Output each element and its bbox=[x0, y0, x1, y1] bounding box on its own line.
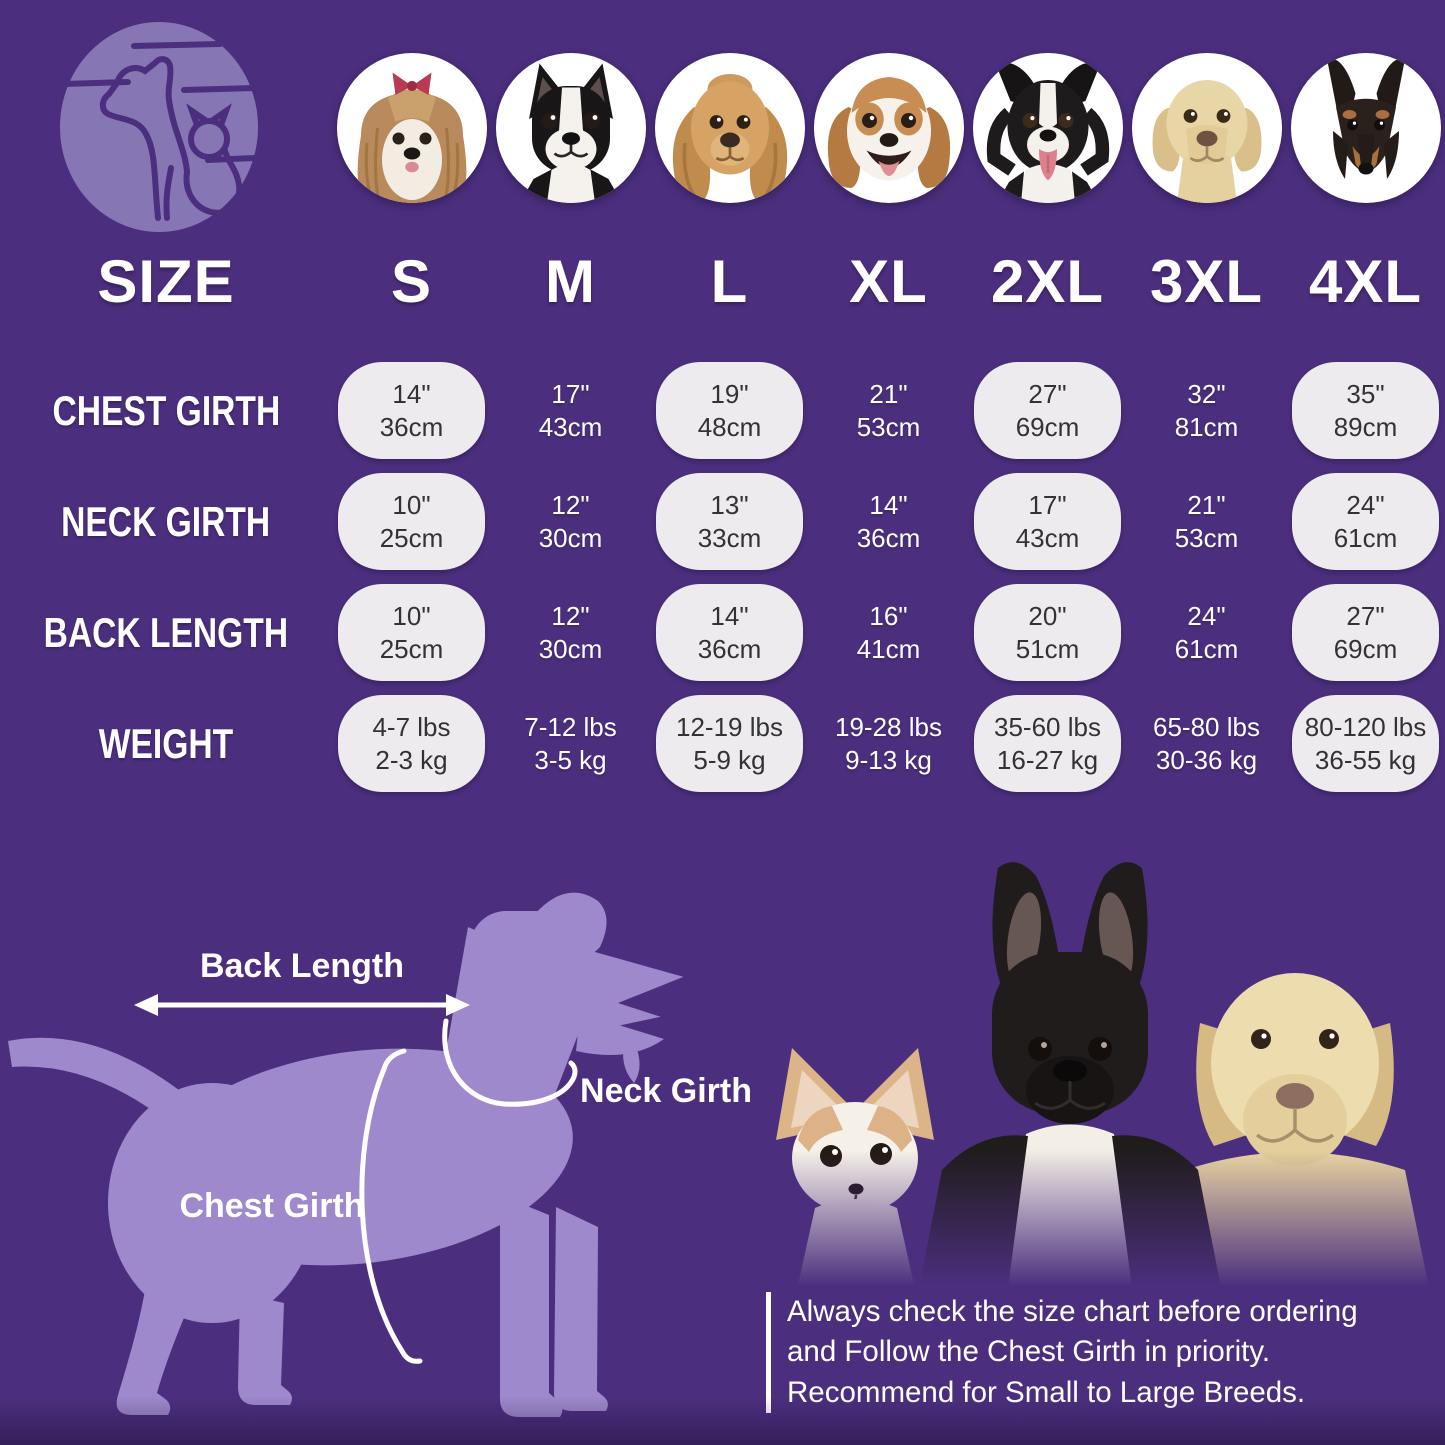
size-cell: 21" 53cm bbox=[856, 379, 921, 442]
back-length-measure: Back Length bbox=[134, 947, 470, 1016]
size-cell: 20" 51cm bbox=[974, 584, 1121, 681]
table-row-neck-girth: NECK GIRTH 10" 25cm 12" 30cm 13" 33cm 14" 36… bbox=[0, 473, 1445, 570]
size-2xl: 2XL bbox=[990, 247, 1105, 315]
note-line: Always check the size chart before order… bbox=[787, 1295, 1358, 1328]
breed-photo-doberman bbox=[1290, 53, 1441, 203]
size-cell: 14" 36cm bbox=[656, 584, 803, 681]
breed-photo-boston-terrier bbox=[495, 53, 646, 203]
size-cell: 10" 25cm bbox=[338, 584, 485, 681]
size-cell: 12-19 lbs 5-9 kg bbox=[656, 695, 803, 792]
size-cell: 16" 41cm bbox=[856, 601, 921, 664]
size-cell: 80-120 lbs 36-55 kg bbox=[1292, 695, 1439, 792]
breed-photo-beagle bbox=[813, 53, 964, 203]
size-cell: 21" 53cm bbox=[1174, 490, 1239, 553]
size-s: S bbox=[390, 247, 433, 315]
size-cell: 24" 61cm bbox=[1292, 473, 1439, 570]
size-cell: 14" 36cm bbox=[338, 362, 485, 459]
row-label: CHEST GIRTH bbox=[52, 386, 280, 434]
size-cell: 17" 43cm bbox=[974, 473, 1121, 570]
breed-photo-border-collie bbox=[972, 53, 1123, 203]
size-cell: 17" 43cm bbox=[538, 379, 603, 442]
back-length-label: Back Length bbox=[200, 947, 404, 985]
size-table: CHEST GIRTH 14" 36cm 17" 43cm 19" 48cm 21" 5… bbox=[0, 362, 1445, 792]
brand-dog-cat-logo-icon bbox=[60, 22, 258, 232]
size-header-row: SIZE S M L XL 2XL 3XL 4XL bbox=[0, 241, 1445, 321]
size-cell: 4-7 lbs 2-3 kg bbox=[338, 695, 485, 792]
breed-photo-shih-tzu bbox=[336, 53, 487, 203]
size-4xl: 4XL bbox=[1308, 247, 1423, 315]
breed-photo-row bbox=[332, 53, 1445, 203]
neck-girth-label: Neck Girth bbox=[580, 1072, 752, 1110]
size-cell: 24" 61cm bbox=[1174, 601, 1239, 664]
size-cell: 27" 69cm bbox=[1292, 584, 1439, 681]
size-3xl: 3XL bbox=[1149, 247, 1264, 315]
size-cell: 35" 89cm bbox=[1292, 362, 1439, 459]
table-row-weight: WEIGHT 4-7 lbs 2-3 kg 7-12 lbs 3-5 kg 12-1… bbox=[0, 695, 1445, 792]
size-cell: 19-28 lbs 9-13 kg bbox=[835, 712, 942, 775]
size-cell: 14" 36cm bbox=[856, 490, 921, 553]
size-column-title: SIZE bbox=[97, 247, 235, 315]
size-cell: 13" 33cm bbox=[656, 473, 803, 570]
note-line: and Follow the Chest Girth in priority. bbox=[787, 1335, 1271, 1369]
sizing-note: Always check the size chart before order… bbox=[766, 1292, 1445, 1414]
size-cell: 10" 25cm bbox=[338, 473, 485, 570]
size-cell: 19" 48cm bbox=[656, 362, 803, 459]
row-label: WEIGHT bbox=[98, 719, 234, 767]
row-label: NECK GIRTH bbox=[61, 497, 271, 545]
row-label: BACK LENGTH bbox=[43, 608, 289, 656]
size-cell: 32" 81cm bbox=[1174, 379, 1239, 442]
note-line: Recommend for Small to Large Breeds. bbox=[787, 1375, 1306, 1409]
bottom-vignette bbox=[0, 1397, 1445, 1445]
size-cell: 12" 30cm bbox=[538, 490, 603, 553]
table-row-chest-girth: CHEST GIRTH 14" 36cm 17" 43cm 19" 48cm 21" 5… bbox=[0, 362, 1445, 459]
breed-photo-labrador bbox=[1131, 53, 1282, 203]
breed-photo-cocker-spaniel bbox=[654, 53, 805, 203]
table-row-back-length: BACK LENGTH 10" 25cm 12" 30cm 14" 36cm 16" 4… bbox=[0, 584, 1445, 681]
neck-girth-measure: Neck Girth bbox=[442, 1018, 752, 1110]
size-xl: XL bbox=[849, 247, 928, 315]
chest-girth-label: Chest Girth bbox=[179, 1187, 364, 1225]
size-cell: 7-12 lbs 3-5 kg bbox=[524, 712, 617, 775]
chest-girth-measure: Chest Girth bbox=[179, 1048, 423, 1364]
size-cell: 35-60 lbs 16-27 kg bbox=[974, 695, 1121, 792]
size-l: L bbox=[710, 247, 749, 315]
size-cell: 65-80 lbs 30-36 kg bbox=[1153, 712, 1260, 775]
size-cell: 27" 69cm bbox=[974, 362, 1121, 459]
photo-fade-overlay bbox=[730, 1150, 1445, 1305]
size-m: M bbox=[545, 247, 596, 315]
measurement-diagram: Back Length Neck Girth Chest Girth bbox=[8, 892, 752, 1417]
size-cell: 12" 30cm bbox=[538, 601, 603, 664]
